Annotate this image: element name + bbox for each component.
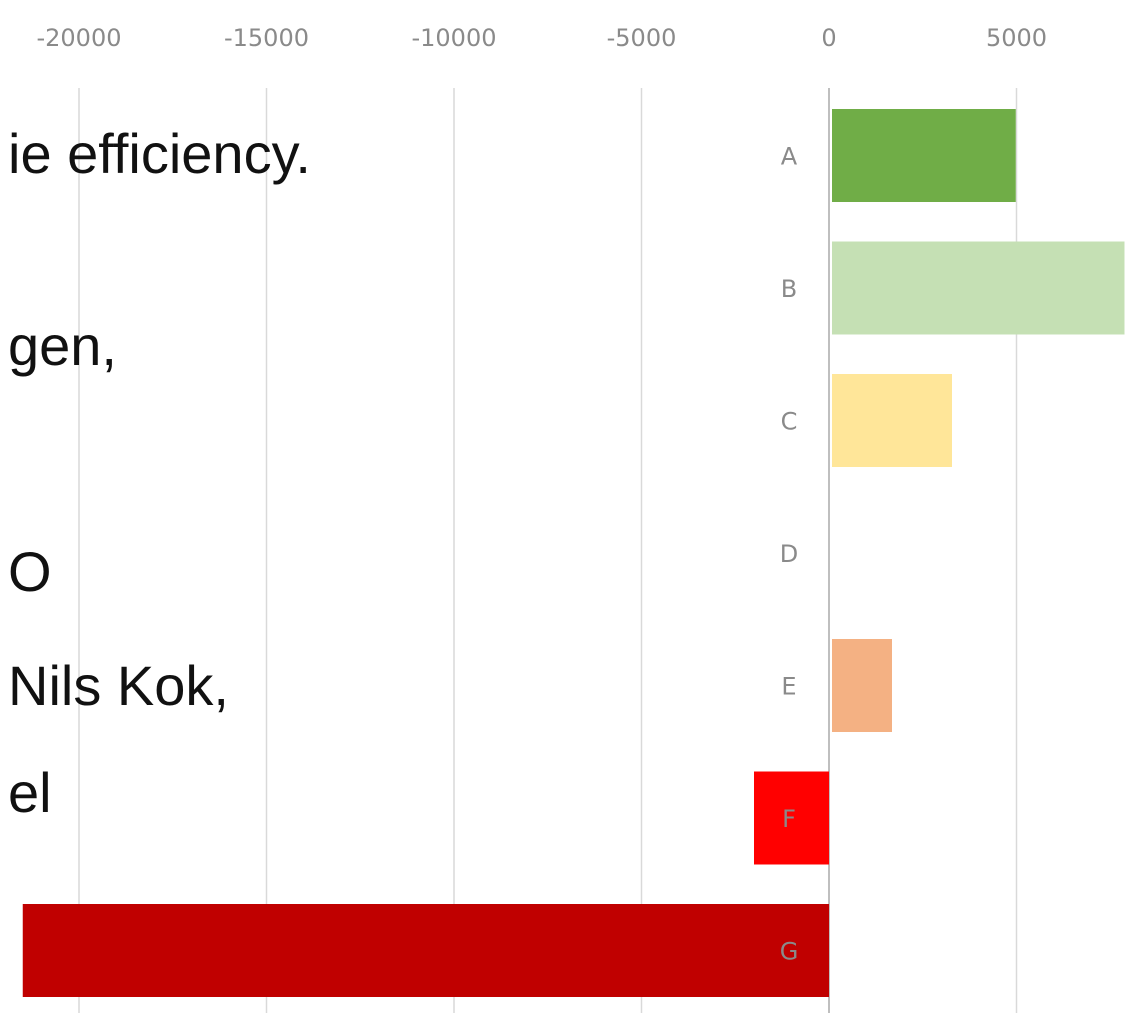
x-tick-label: -5000 xyxy=(607,24,677,52)
bar-a xyxy=(832,109,1016,202)
x-tick-label: 5000 xyxy=(986,24,1047,52)
category-label-e: E xyxy=(781,673,796,701)
category-label-f: F xyxy=(782,805,796,833)
slide-text-line-1: ie efficiency. xyxy=(8,122,311,185)
slide-text-line-4: Nils Kok, xyxy=(8,654,229,717)
slide-text-line-3: O xyxy=(8,540,52,603)
bar-c xyxy=(832,374,952,467)
slide-text-line-2: gen, xyxy=(8,314,117,377)
gridlines xyxy=(78,88,1018,1013)
x-axis-ticks: -20000 -15000 -10000 -5000 0 5000 xyxy=(36,24,1047,52)
bars xyxy=(22,109,1125,997)
category-labels: A B C D E F G xyxy=(780,143,799,966)
category-label-g: G xyxy=(780,938,799,966)
category-label-a: A xyxy=(781,143,798,171)
category-label-d: D xyxy=(780,540,798,568)
x-tick-label: -10000 xyxy=(411,24,496,52)
slide-text-line-5: el xyxy=(8,761,52,824)
bar-e xyxy=(832,639,892,732)
bar-f xyxy=(754,771,829,865)
category-label-b: B xyxy=(781,275,797,303)
x-tick-label: 0 xyxy=(821,24,836,52)
x-tick-label: -15000 xyxy=(224,24,309,52)
category-label-c: C xyxy=(781,408,798,436)
bar-b xyxy=(832,241,1125,335)
x-tick-label: -20000 xyxy=(36,24,121,52)
bar-g xyxy=(22,904,829,997)
